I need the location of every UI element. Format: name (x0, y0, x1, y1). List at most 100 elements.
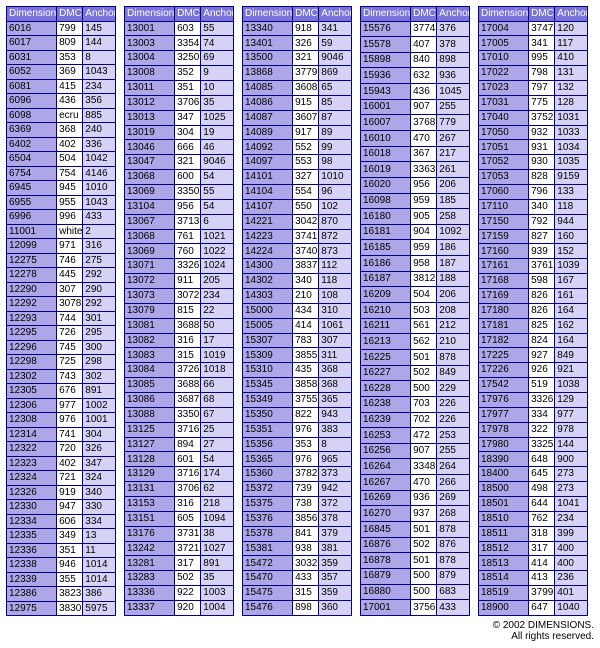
cell-anc: 11 (83, 543, 116, 558)
cell-dim: 13003 (125, 36, 175, 51)
cell-anc: 1003 (201, 586, 234, 601)
table-row: 13081368850 (125, 318, 234, 333)
table-row: 1308437261018 (125, 363, 234, 378)
table-row: 12314741304 (7, 427, 116, 442)
cell-anc: 944 (555, 214, 588, 229)
cell-anc: 1002 (83, 398, 116, 413)
cell-dim: 12322 (7, 442, 57, 457)
cell-dmc: 918 (293, 21, 319, 36)
cell-anc: 206 (437, 177, 470, 193)
cell-dim: 12323 (7, 456, 57, 471)
cell-dmc: 907 (411, 99, 437, 115)
cell-dmc: 322 (529, 422, 555, 437)
cell-dim: 16227 (361, 365, 411, 381)
cell-anc: 118 (555, 199, 588, 214)
cell-dim: 12330 (7, 500, 57, 515)
cell-dmc: 3858 (293, 378, 319, 393)
cell-dim: 13069 (125, 244, 175, 259)
cell-anc: 1019 (201, 348, 234, 363)
cell-anc: 1061 (319, 318, 352, 333)
cell-anc: 1021 (201, 229, 234, 244)
cell-dmc: 3078 (57, 297, 83, 312)
cell-anc: 379 (319, 526, 352, 541)
cell-dim: 16213 (361, 334, 411, 350)
cell-dim: 13073 (125, 288, 175, 303)
table-row: 13088335067 (125, 407, 234, 422)
cell-dmc: 502 (411, 365, 437, 381)
cell-dmc: 827 (529, 229, 555, 244)
cell-dim: 13088 (125, 407, 175, 422)
table-row: 12330947330 (7, 500, 116, 515)
cell-anc: 96 (319, 184, 352, 199)
cell-dmc: 3761 (529, 259, 555, 274)
table-row: 12296745300 (7, 340, 116, 355)
table-row: 12293744301 (7, 311, 116, 326)
cell-dim: 13019 (125, 125, 175, 140)
cell-dmc: 502 (411, 537, 437, 553)
header-dim: Dimensions (361, 7, 411, 22)
conversion-table-1: DimensionsDMCAnchor130016035513003335474… (124, 6, 234, 616)
table-row: 16845501878 (361, 522, 470, 538)
cell-dim: 13012 (125, 95, 175, 110)
table-row: 14087360787 (243, 110, 352, 125)
table-row: 14107550102 (243, 199, 352, 214)
cell-dim: 18514 (479, 571, 529, 586)
cell-dmc: 741 (57, 427, 83, 442)
table-row: 161819041092 (361, 224, 470, 240)
cell-anc: 98 (319, 155, 352, 170)
header-dmc: DMC (57, 7, 83, 22)
footer-rights: All rights reserved. (6, 631, 594, 642)
cell-dim: 12334 (7, 514, 57, 529)
cell-anc: 359 (319, 556, 352, 571)
table-row: 16878501878 (361, 553, 470, 569)
cell-dim: 15365 (243, 452, 293, 467)
table-row: 17169826161 (479, 288, 588, 303)
cell-dmc: 828 (529, 170, 555, 185)
cell-dmc: 402 (57, 456, 83, 471)
cell-dim: 14224 (243, 244, 293, 259)
cell-dim: 14085 (243, 80, 293, 95)
cell-dim: 15310 (243, 363, 293, 378)
cell-dmc: 822 (293, 407, 319, 422)
cell-dmc: 3350 (175, 184, 201, 199)
cell-dmc: 919 (57, 485, 83, 500)
cell-dmc: 3688 (175, 318, 201, 333)
table-row: 6402402336 (7, 137, 116, 152)
table-row: 16020956206 (361, 177, 470, 193)
cell-dmc: 327 (293, 170, 319, 185)
cell-dim: 14107 (243, 199, 293, 214)
cell-dim: 15356 (243, 437, 293, 452)
cell-dim: 15472 (243, 556, 293, 571)
cell-dim: 15360 (243, 467, 293, 482)
table-row: 6016799145 (7, 21, 116, 36)
cell-dmc: 932 (529, 125, 555, 140)
cell-anc: 264 (437, 459, 470, 475)
cell-dmc: 561 (411, 318, 437, 334)
cell-dim: 6945 (7, 181, 57, 196)
cell-anc: 188 (437, 271, 470, 287)
table-row: 16186958187 (361, 256, 470, 272)
table-row: 65045041042 (7, 152, 116, 167)
cell-anc: 99 (319, 140, 352, 155)
cell-dim: 12290 (7, 282, 57, 297)
cell-dmc: 945 (57, 181, 83, 196)
cell-dmc: 726 (57, 326, 83, 341)
header-anc: Anchor (555, 7, 588, 22)
cell-dmc: 720 (57, 442, 83, 457)
cell-dmc: 349 (57, 529, 83, 544)
cell-anc: 400 (555, 556, 588, 571)
cell-anc: 212 (437, 318, 470, 334)
cell-anc: 218 (201, 497, 234, 512)
table-row: 17010995410 (479, 51, 588, 66)
cell-anc: 878 (437, 522, 470, 538)
table-row: 12323402347 (7, 456, 116, 471)
cell-dim: 12305 (7, 384, 57, 399)
table-row: 1410455496 (243, 184, 352, 199)
cell-dim: 18500 (479, 482, 529, 497)
cell-dim: 17053 (479, 170, 529, 185)
cell-dim: 13082 (125, 333, 175, 348)
cell-anc: 347 (83, 456, 116, 471)
header-dim: Dimensions (479, 7, 529, 22)
cell-dmc: 334 (529, 407, 555, 422)
cell-anc: 9159 (555, 170, 588, 185)
